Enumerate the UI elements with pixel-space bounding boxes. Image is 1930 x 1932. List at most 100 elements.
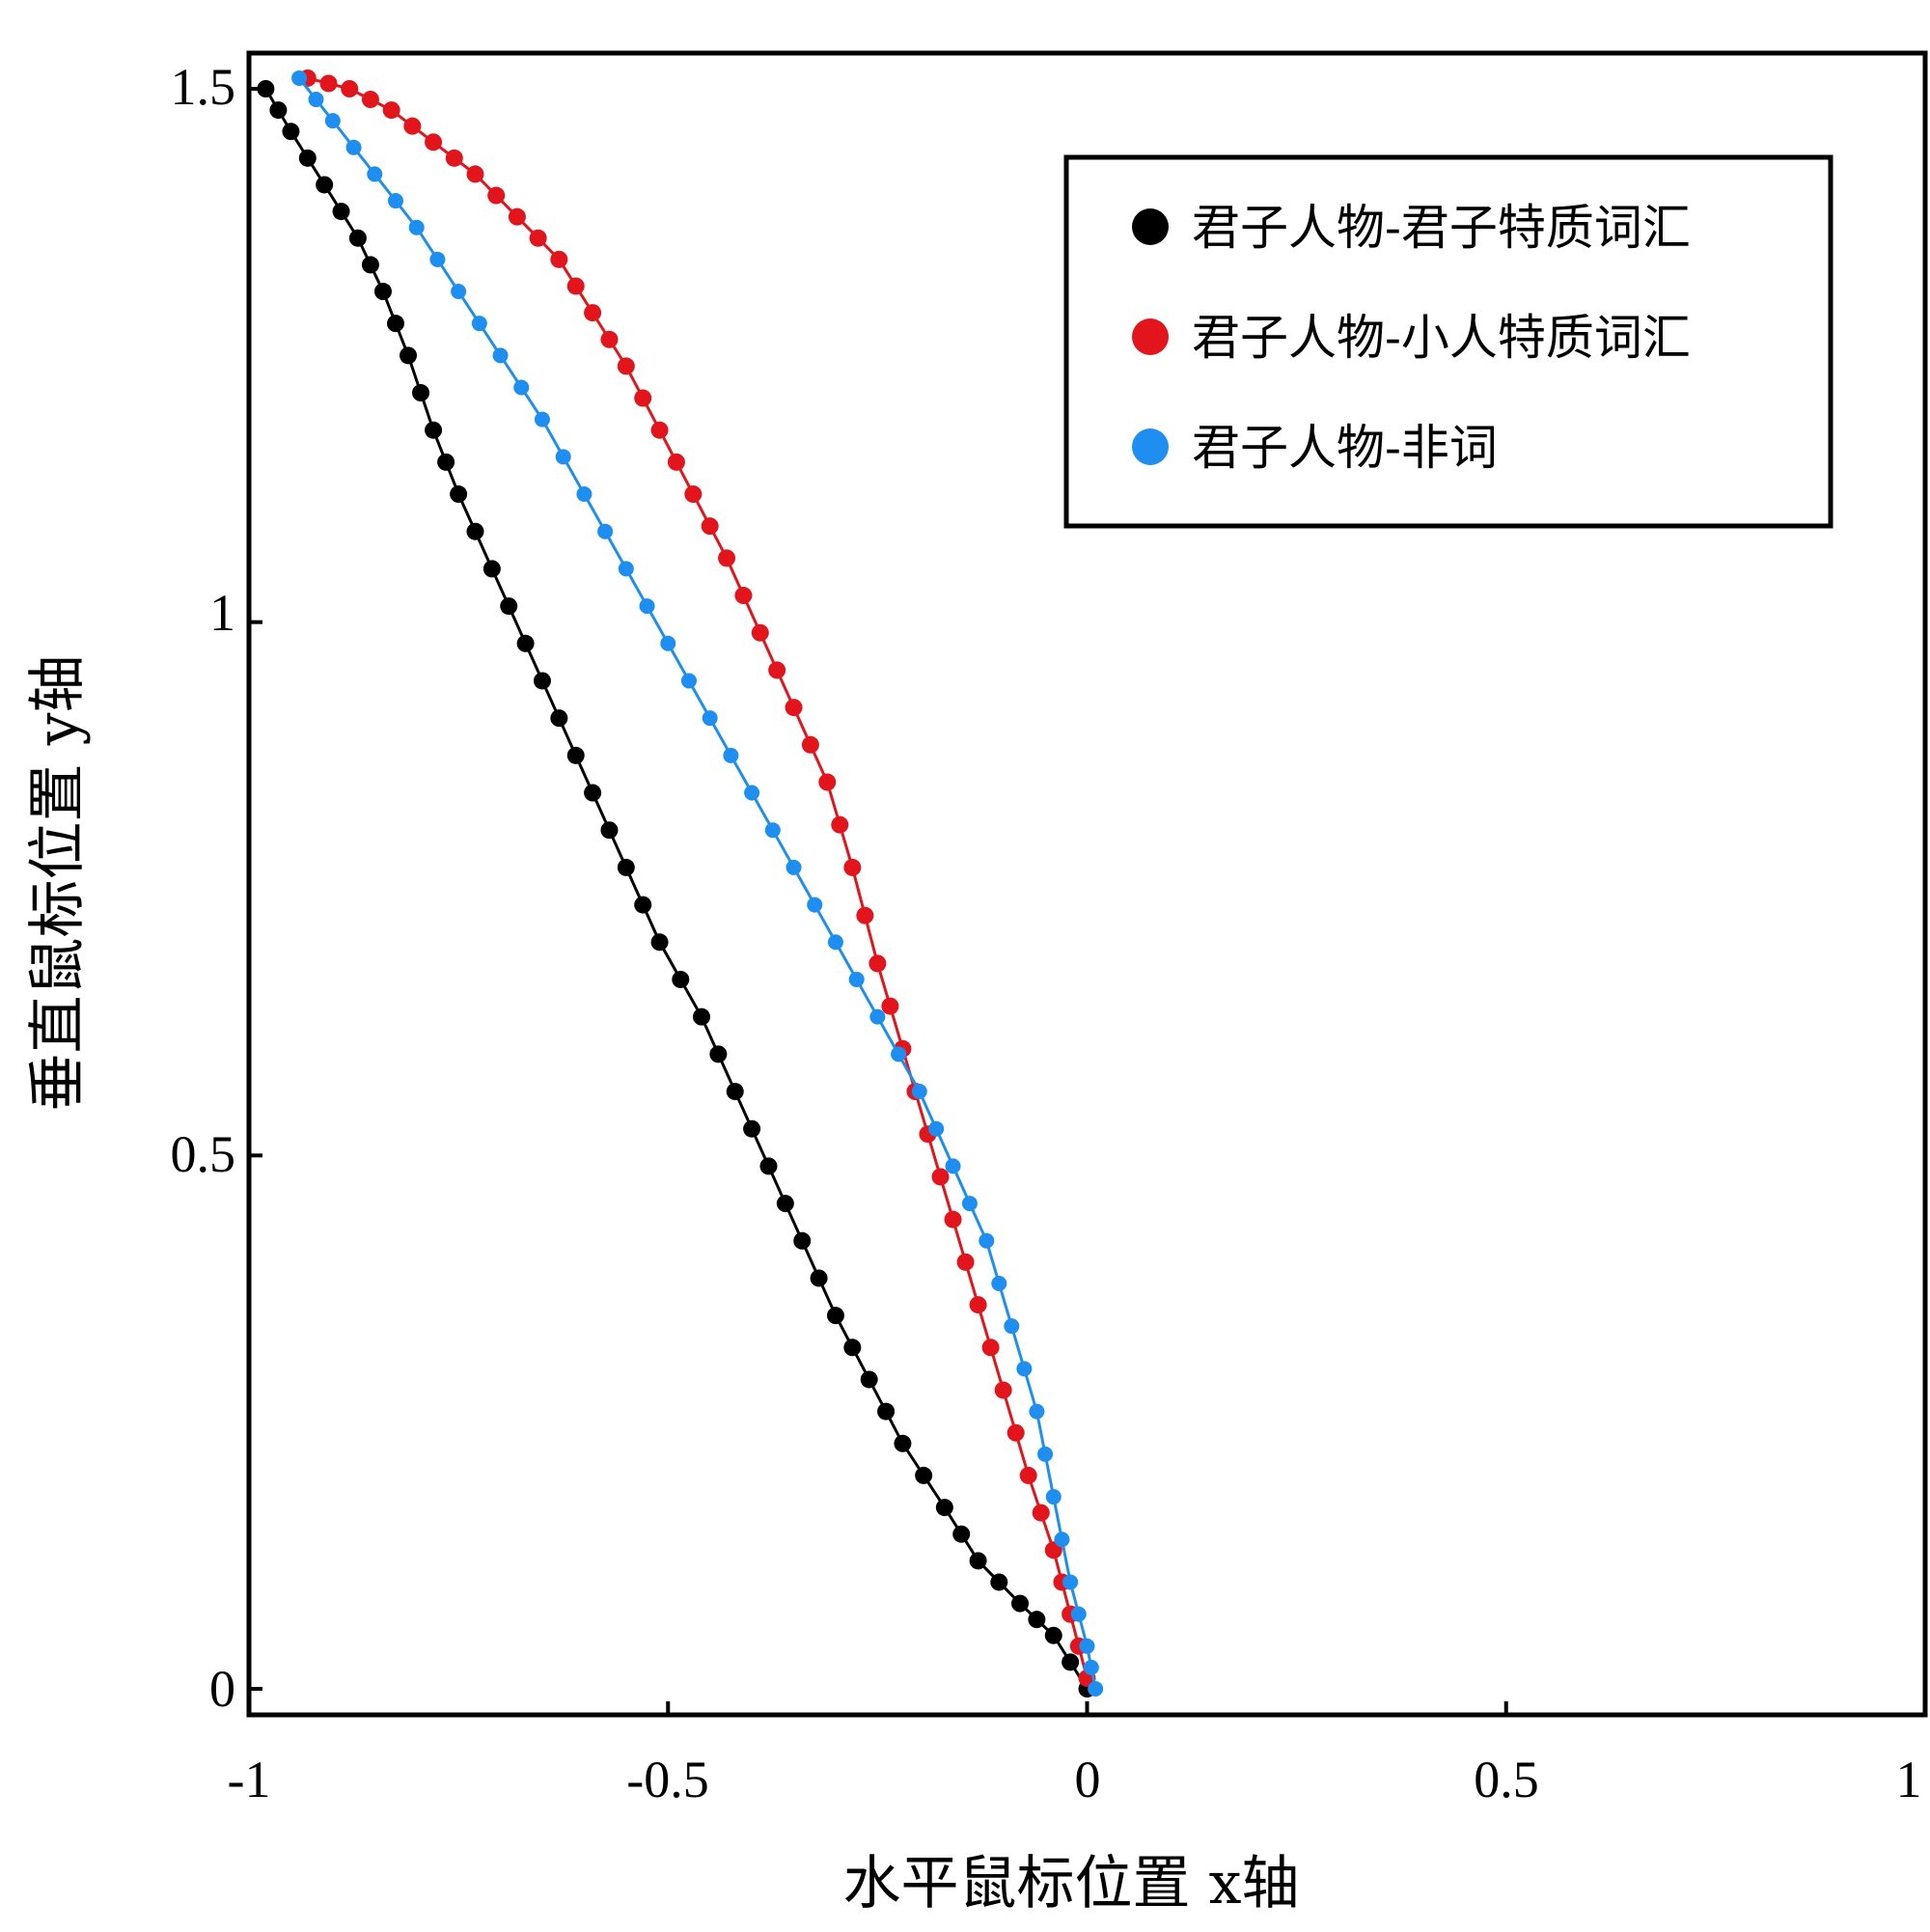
series-0 — [257, 80, 1096, 1697]
series-1-point-43 — [1006, 1423, 1025, 1442]
series-2-point-25 — [807, 897, 823, 913]
series-2-point-23 — [764, 822, 781, 839]
series-2-point-4 — [367, 166, 383, 182]
series-0-point-6 — [348, 229, 367, 247]
series-1-point-15 — [600, 330, 619, 348]
series-1-point-5 — [403, 117, 422, 135]
series-1-point-2 — [341, 80, 359, 97]
x-tick-label-1: 1 — [1896, 1751, 1922, 1808]
series-0-point-42 — [935, 1499, 953, 1517]
series-1-point-42 — [994, 1381, 1012, 1399]
series-2-point-40 — [1045, 1489, 1062, 1505]
series-0-point-3 — [298, 149, 317, 167]
series-1-point-38 — [944, 1210, 962, 1228]
series-0-point-44 — [969, 1552, 987, 1570]
series-2-point-26 — [827, 934, 843, 951]
series-2-point-21 — [723, 747, 739, 763]
series-0-point-47 — [1028, 1611, 1046, 1629]
series-0-point-19 — [533, 672, 551, 690]
x-axis-title: 水平鼠标位置 x轴 — [843, 1850, 1300, 1918]
series-0-point-34 — [793, 1231, 812, 1250]
series-2-point-2 — [324, 113, 341, 129]
series-1-point-13 — [566, 277, 585, 295]
series-2-point-39 — [1037, 1446, 1054, 1462]
series-0-point-29 — [709, 1045, 728, 1063]
series-1-point-26 — [785, 699, 803, 717]
series-0-point-1 — [269, 101, 288, 120]
series-0-point-49 — [1062, 1653, 1080, 1671]
series-0-point-33 — [776, 1195, 794, 1213]
series-0-point-18 — [516, 634, 535, 652]
series-0-point-40 — [894, 1434, 912, 1452]
series-0-point-22 — [584, 784, 602, 802]
series-0-point-43 — [952, 1525, 971, 1543]
series-0-point-45 — [990, 1573, 1008, 1591]
series-0-point-21 — [566, 746, 585, 764]
series-0-point-26 — [650, 933, 669, 952]
series-1-point-44 — [1019, 1466, 1037, 1484]
series-2 — [291, 69, 1104, 1697]
series-1-point-28 — [818, 773, 837, 791]
series-0-point-4 — [316, 176, 334, 194]
series-1-point-22 — [718, 549, 736, 567]
series-0-point-16 — [482, 560, 501, 578]
series-1 — [298, 69, 1096, 1687]
series-0-point-17 — [500, 597, 518, 616]
series-2-point-18 — [660, 635, 676, 651]
series-2-point-5 — [387, 193, 403, 209]
series-2-point-43 — [1070, 1606, 1087, 1622]
series-0-point-46 — [1011, 1594, 1030, 1613]
series-1-point-39 — [956, 1253, 975, 1271]
series-2-point-31 — [928, 1120, 945, 1137]
series-0-point-9 — [386, 315, 404, 333]
series-1-point-14 — [584, 304, 602, 322]
series-1-point-20 — [684, 485, 703, 504]
series-1-point-29 — [831, 815, 849, 834]
series-0-point-5 — [332, 203, 350, 221]
series-2-point-22 — [744, 785, 760, 801]
y-tick-label-0: 0 — [209, 1660, 235, 1718]
legend-label-junzi-trait: 君子人物-君子特质词汇 — [1192, 200, 1691, 256]
series-1-point-45 — [1032, 1504, 1050, 1522]
series-0-point-30 — [726, 1083, 744, 1101]
series-line-2 — [297, 77, 1097, 1690]
series-0-point-39 — [877, 1402, 896, 1421]
series-2-point-19 — [680, 673, 697, 689]
series-2-point-45 — [1083, 1659, 1099, 1675]
legend: 君子人物-君子特质词汇 君子人物-小人特质词汇 君子人物-非词 — [1063, 154, 1834, 529]
y-tick-label-1: 1 — [209, 584, 235, 642]
legend-label-nonword: 君子人物-非词 — [1192, 420, 1498, 476]
x-tick-label-0-5: 0.5 — [1474, 1751, 1539, 1808]
series-2-point-30 — [911, 1084, 927, 1100]
series-2-point-14 — [576, 486, 593, 503]
series-1-point-19 — [667, 453, 685, 471]
series-1-point-21 — [701, 517, 719, 536]
series-2-point-16 — [618, 561, 634, 577]
series-1-point-10 — [508, 207, 526, 226]
series-0-point-35 — [810, 1269, 828, 1287]
series-1-point-7 — [445, 149, 463, 167]
series-1-point-33 — [881, 997, 899, 1015]
series-0-point-24 — [617, 858, 635, 876]
series-2-point-33 — [961, 1196, 978, 1212]
series-1-point-40 — [969, 1296, 987, 1314]
series-2-point-24 — [786, 859, 802, 875]
series-2-point-34 — [979, 1232, 995, 1249]
series-0-point-0 — [257, 80, 275, 97]
x-tick-label-neg1: -1 — [228, 1751, 271, 1808]
series-2-point-13 — [555, 449, 571, 465]
series-1-point-18 — [650, 421, 669, 439]
series-2-point-27 — [848, 971, 865, 987]
series-2-point-29 — [891, 1046, 907, 1063]
series-0-point-41 — [915, 1466, 933, 1484]
series-2-point-1 — [308, 92, 324, 108]
series-1-point-24 — [751, 623, 769, 642]
series-1-point-4 — [382, 101, 400, 120]
series-2-point-12 — [534, 411, 550, 428]
series-2-point-35 — [991, 1275, 1007, 1291]
series-2-point-36 — [1004, 1318, 1020, 1335]
series-0-point-31 — [743, 1119, 761, 1138]
series-1-point-1 — [319, 74, 338, 93]
series-1-point-37 — [931, 1168, 950, 1186]
